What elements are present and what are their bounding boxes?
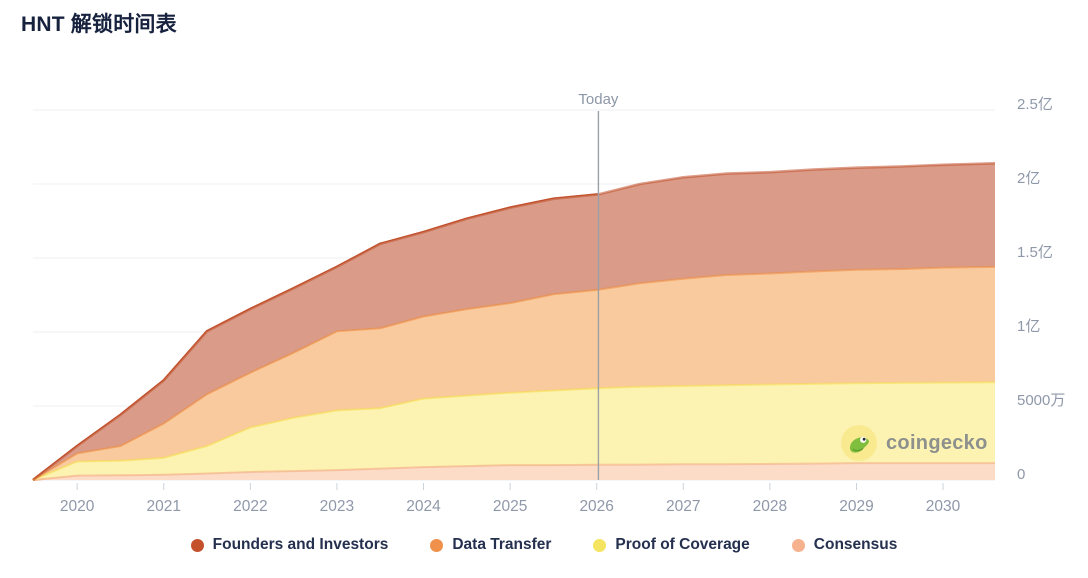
legend-label: Proof of Coverage bbox=[615, 536, 750, 553]
area-band-future-data-transfer[interactable] bbox=[33, 266, 995, 480]
legend-item-founders-and-investors[interactable]: Founders and Investors bbox=[190, 536, 389, 554]
legend-dot-data-transfer bbox=[430, 538, 444, 552]
x-tick-label-2021: 2021 bbox=[147, 498, 181, 515]
series-line-future bbox=[32, 381, 996, 481]
series-line-future bbox=[32, 162, 996, 482]
x-tick-label-2025: 2025 bbox=[493, 498, 527, 515]
y-tick-label-1.5亿: 1.5亿 bbox=[1017, 244, 1053, 261]
legend-item-proof-of-coverage[interactable]: Proof of Coverage bbox=[593, 536, 750, 554]
x-tick-label-2026: 2026 bbox=[579, 498, 613, 515]
y-tick-label-1亿: 1亿 bbox=[1017, 318, 1040, 335]
area-band-future-consensus[interactable] bbox=[33, 463, 995, 480]
x-tick-label-2029: 2029 bbox=[839, 498, 873, 515]
y-tick-label-2.5亿: 2.5亿 bbox=[1017, 96, 1053, 113]
legend-label: Data Transfer bbox=[452, 536, 552, 553]
y-tick-label-2亿: 2亿 bbox=[1017, 170, 1040, 187]
legend-label: Consensus bbox=[813, 536, 898, 553]
legend-item-data-transfer[interactable]: Data Transfer bbox=[430, 536, 551, 554]
legend-dot-founders-and-investors bbox=[190, 538, 204, 552]
legend-label: Founders and Investors bbox=[212, 536, 389, 553]
y-tick-label-5000万: 5000万 bbox=[1017, 392, 1065, 409]
x-tick-label-2022: 2022 bbox=[233, 498, 267, 515]
today-label: Today bbox=[578, 91, 619, 108]
legend-item-consensus[interactable]: Consensus bbox=[791, 536, 898, 554]
series-line-future bbox=[32, 265, 996, 481]
series-line-future bbox=[32, 462, 995, 481]
legend-dot-proof-of-coverage bbox=[593, 538, 607, 552]
x-tick-label-2023: 2023 bbox=[320, 498, 354, 515]
page-title: HNT 解锁时间表 bbox=[21, 13, 177, 36]
area-band-future-founders-and-investors[interactable] bbox=[33, 163, 995, 481]
x-tick-label-2027: 2027 bbox=[666, 498, 700, 515]
y-tick-label-0: 0 bbox=[1017, 466, 1025, 483]
x-tick-label-2028: 2028 bbox=[753, 498, 787, 515]
x-tick-label-2030: 2030 bbox=[926, 498, 961, 515]
legend-dot-consensus bbox=[791, 538, 805, 552]
x-tick-label-2024: 2024 bbox=[406, 498, 441, 515]
area-band-future-proof-of-coverage[interactable] bbox=[33, 382, 995, 480]
chart-legend: Founders and Investors Data Transfer Pro… bbox=[0, 536, 1088, 554]
x-tick-label-2020: 2020 bbox=[60, 498, 95, 515]
